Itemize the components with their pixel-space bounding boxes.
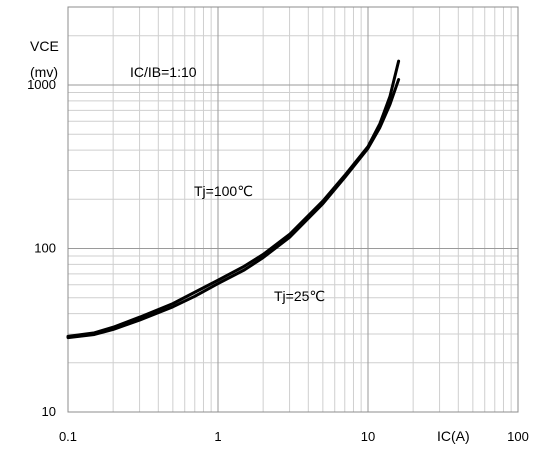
x-tick-labels: 0.1 1 10 100 — [59, 429, 529, 444]
x-tick-label: 100 — [507, 429, 529, 444]
series-line-tj25 — [66, 78, 401, 340]
y-tick-labels: 10 100 1000 — [27, 77, 56, 419]
plot-frame — [67, 6, 519, 413]
series-label-tj25: Tj=25℃ — [274, 288, 325, 304]
x-tick-label: 10 — [361, 429, 375, 444]
y-tick-label: 100 — [34, 241, 56, 256]
x-axis-label: IC(A) — [437, 428, 470, 444]
x-tick-label: 0.1 — [59, 429, 77, 444]
y-axis-label-line2: (mv) — [30, 64, 58, 80]
x-tick-label: 1 — [214, 429, 221, 444]
y-axis-label-line1: VCE — [30, 38, 59, 54]
y-tick-label: 10 — [42, 404, 56, 419]
series-layer — [66, 59, 401, 340]
condition-label: IC/IB=1:10 — [130, 64, 197, 80]
series-label-tj100: Tj=100℃ — [194, 183, 253, 199]
y-tick-label: 1000 — [27, 77, 56, 92]
minor-gridlines — [68, 6, 518, 412]
